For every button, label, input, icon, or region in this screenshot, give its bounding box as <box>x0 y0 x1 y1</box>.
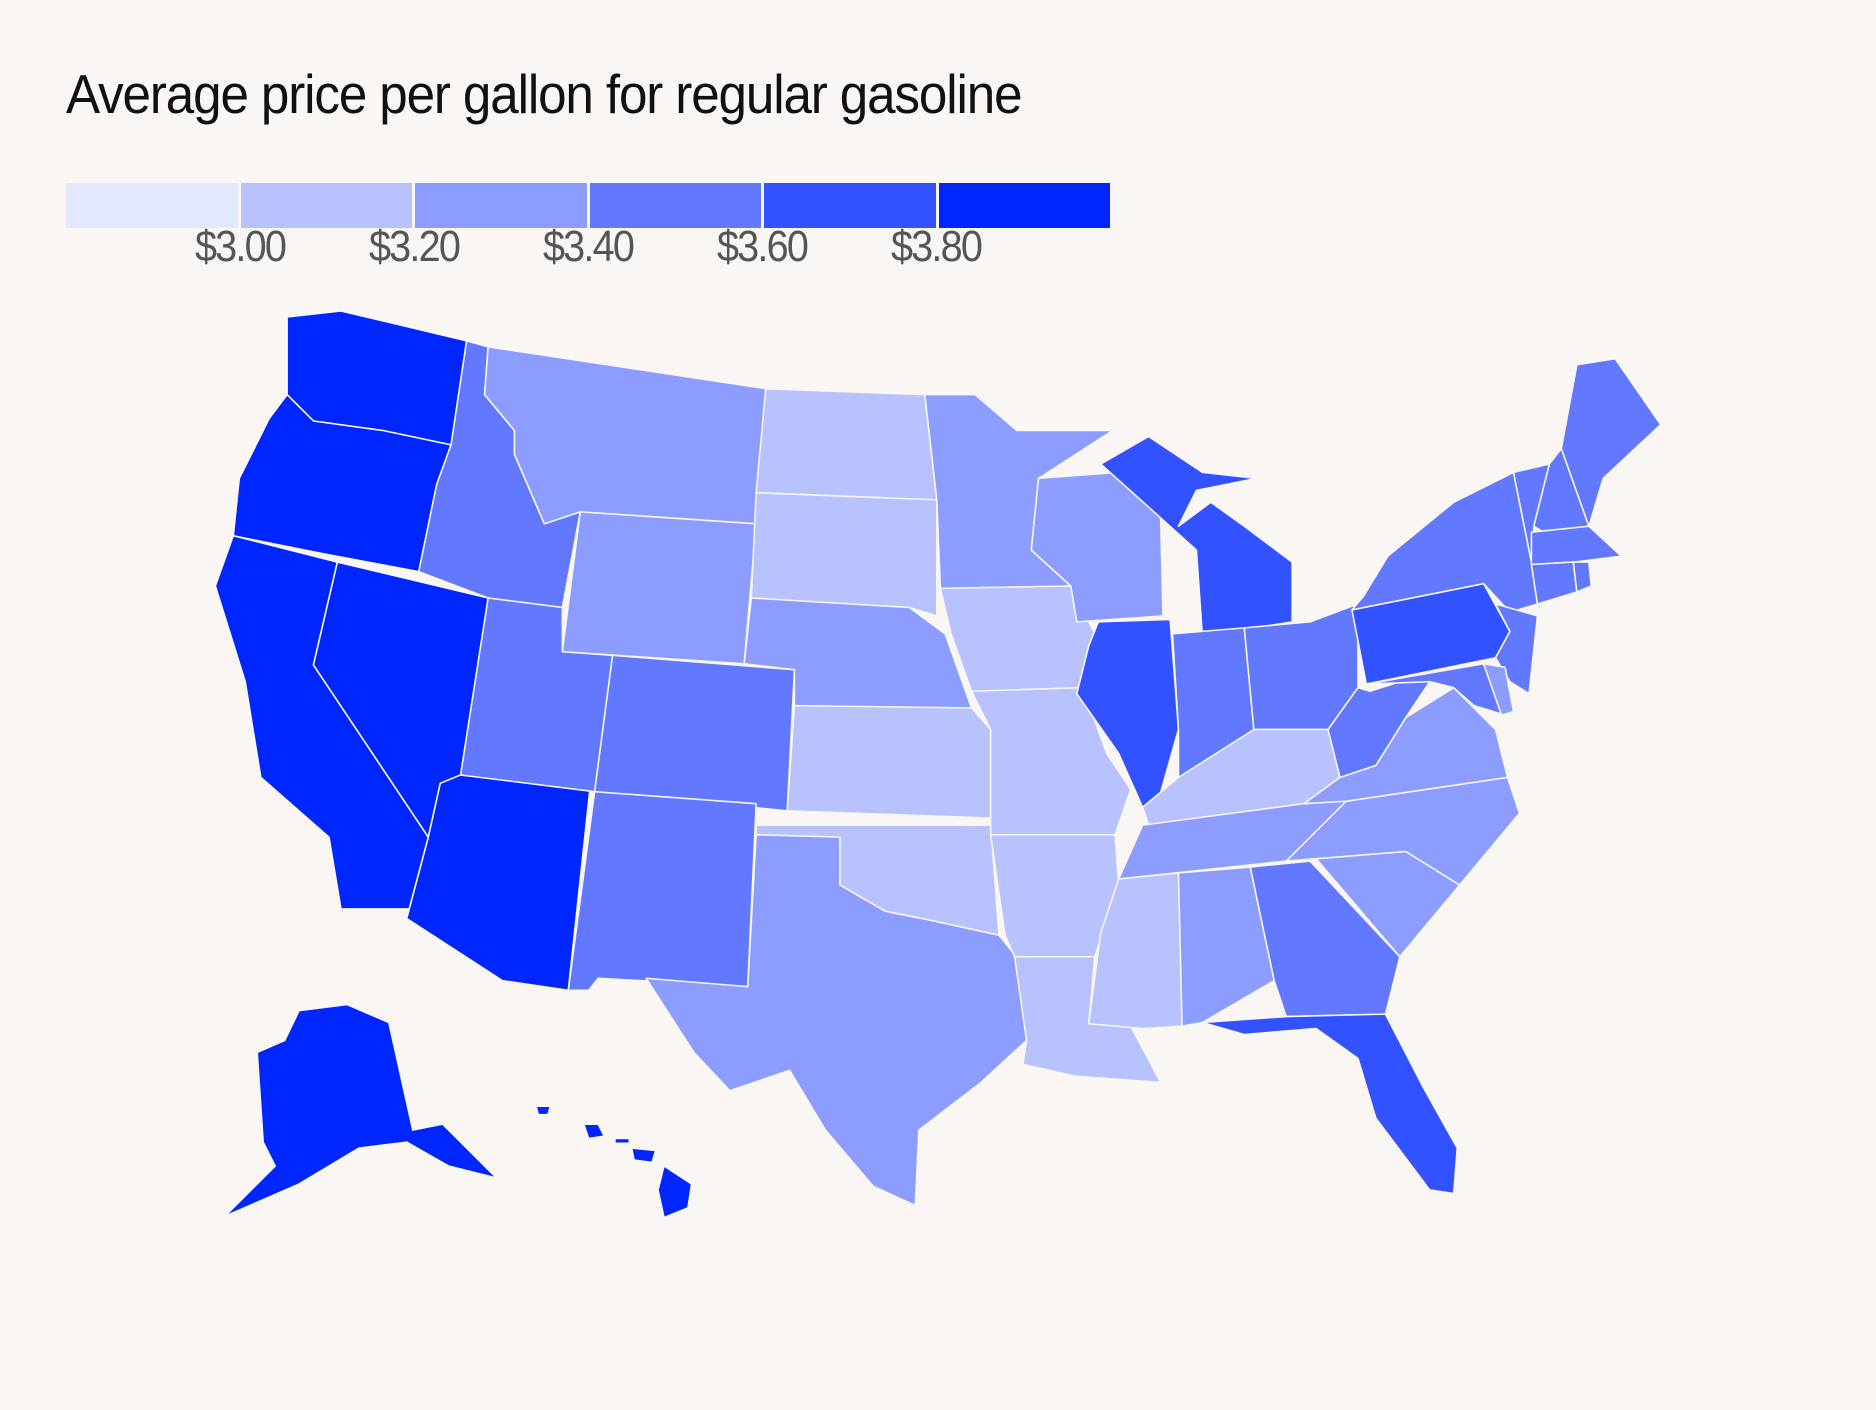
state-TX[interactable] <box>645 833 1028 1207</box>
state-CO[interactable] <box>593 654 796 812</box>
color-legend <box>66 183 1110 228</box>
state-LA[interactable] <box>1013 955 1162 1084</box>
state-NM[interactable] <box>567 790 757 992</box>
state-RI[interactable] <box>1572 561 1593 593</box>
state-NY[interactable] <box>1351 471 1539 614</box>
chart-title: Average price per gallon for regular gas… <box>66 63 1023 125</box>
legend-tick-labels: $3.00 $3.20 $3.40 $3.60 $3.80 <box>66 222 1110 272</box>
state-HI-kauai[interactable] <box>535 1105 552 1116</box>
state-SD[interactable] <box>750 491 938 617</box>
state-WY[interactable] <box>561 511 757 665</box>
legend-swatch-5 <box>764 183 939 228</box>
state-CT[interactable] <box>1530 561 1578 605</box>
state-MA[interactable] <box>1530 525 1622 566</box>
state-AZ[interactable] <box>406 774 591 992</box>
state-KS[interactable] <box>786 704 992 819</box>
legend-tick: $3.40 <box>542 222 635 271</box>
state-AK[interactable] <box>224 1003 498 1218</box>
legend-swatch-1 <box>66 183 241 228</box>
state-FL[interactable] <box>1201 1013 1459 1195</box>
state-HI-main[interactable] <box>657 1165 693 1219</box>
legend-swatch-3 <box>415 183 590 228</box>
legend-tick: $3.60 <box>716 222 809 271</box>
legend-tick: $3.00 <box>194 222 287 271</box>
state-AL[interactable] <box>1177 866 1275 1027</box>
legend-swatch-2 <box>240 183 415 228</box>
legend-swatch-4 <box>589 183 764 228</box>
legend-tick: $3.20 <box>368 222 461 271</box>
legend-swatch-6 <box>938 183 1110 228</box>
state-DE[interactable] <box>1482 662 1515 716</box>
state-ND[interactable] <box>755 387 938 501</box>
state-HI-maui[interactable] <box>630 1147 657 1164</box>
legend-tick: $3.80 <box>890 222 983 271</box>
state-HI-molokai[interactable] <box>614 1137 631 1145</box>
state-HI-oahu[interactable] <box>583 1123 605 1140</box>
